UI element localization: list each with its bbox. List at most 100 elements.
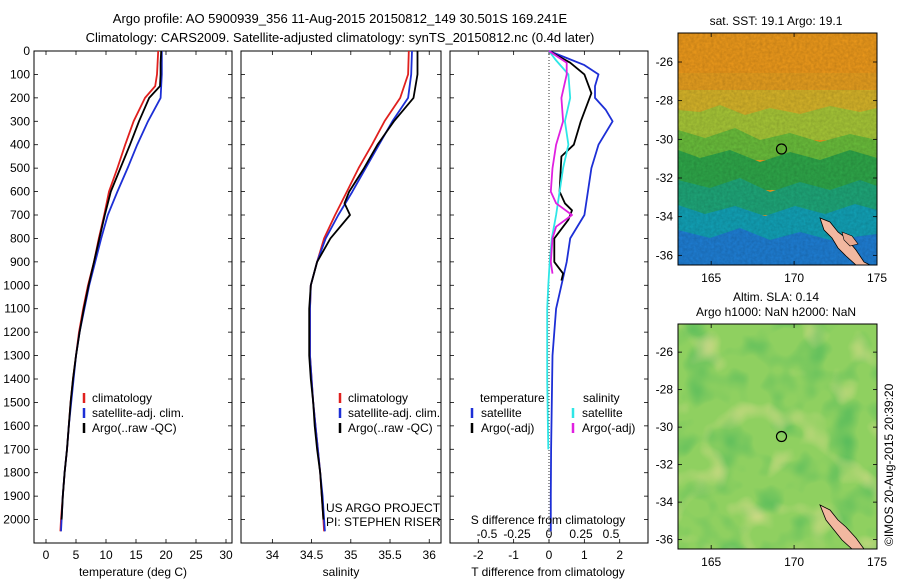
- x-tick-label: 30: [219, 548, 233, 562]
- depth-tick-label: 1200: [3, 325, 30, 339]
- difference-panel: -2 -1 0 1 2 -0.5 -0.25 0 0.25 0.5 S difference f…: [449, 50, 649, 579]
- difference-series: [546, 50, 614, 532]
- salinity-x-axis: 34 34.5 35 35.5 36: [266, 51, 437, 562]
- sst-heatmap: [678, 33, 877, 265]
- legend-label: satellite: [481, 406, 522, 420]
- s-difference-x-axis: -0.5 -0.25 0 0.25 0.5: [477, 527, 620, 541]
- depth-tick-label: 2000: [3, 513, 30, 527]
- legend-label: Argo(..raw -QC): [92, 421, 177, 435]
- x-tick-label: 5: [73, 548, 80, 562]
- sla-heatmap: [678, 324, 877, 549]
- argo-float-marker: [775, 143, 788, 155]
- depth-tick-label: 500: [10, 161, 30, 175]
- x-tick-label: 0: [546, 548, 553, 562]
- depth-axis: 0 100 200 300 400 500 600 700 800 900 1000 1100 1200…: [3, 44, 232, 527]
- legend-label: Argo(-adj): [582, 421, 635, 435]
- sst-map-title: sat. SST: 19.1 Argo: 19.1: [710, 14, 843, 28]
- temperature-axes-frame: [33, 50, 233, 544]
- salinity-axes-frame: [240, 50, 442, 544]
- s-tick-label: -0.5: [477, 527, 498, 541]
- temperature-series: [59, 50, 163, 532]
- lon-tick-label: 165: [701, 555, 721, 569]
- salinity-xlabel: salinity: [323, 565, 360, 579]
- sst-map-frame: [677, 32, 878, 266]
- x-tick-label: 35.5: [378, 548, 402, 562]
- lon-tick-label: 165: [701, 271, 721, 285]
- legend-label: satellite-adj. clim.: [348, 406, 440, 420]
- legend-label: Argo(..raw -QC): [348, 421, 433, 435]
- x-tick-label: 15: [129, 548, 143, 562]
- depth-tick-label: 300: [10, 114, 30, 128]
- lat-tick-label: -26: [656, 345, 674, 359]
- salinity-depth-ticks: [241, 50, 441, 520]
- x-tick-label: 20: [159, 548, 173, 562]
- difference-depth-ticks: [450, 50, 648, 520]
- sst-map-axes: 165 170 175 -26 -28 -30 -32 -34 -36: [656, 33, 887, 285]
- lon-tick-label: 175: [867, 271, 887, 285]
- x-tick-label: 2: [616, 548, 623, 562]
- argo-float-marker-sla: [775, 430, 788, 443]
- x-tick-label: -2: [473, 548, 484, 562]
- depth-tick-label: 1500: [3, 395, 30, 409]
- legend-group-temperature: temperature: [480, 391, 545, 405]
- lon-tick-label: 170: [784, 271, 804, 285]
- x-tick-label: 0: [43, 548, 50, 562]
- x-tick-label: 10: [99, 548, 113, 562]
- sla-map-axes: 165 170 175 -26 -28 -30 -32 -34 -36: [656, 324, 887, 569]
- depth-tick-label: 400: [10, 138, 30, 152]
- lat-tick-label: -30: [656, 132, 674, 146]
- lat-tick-label: -36: [656, 533, 674, 547]
- depth-tick-label: 100: [10, 67, 30, 81]
- t-difference-label: T difference from climatology: [471, 565, 625, 579]
- lat-tick-label: -32: [656, 171, 674, 185]
- salinity-series: [308, 50, 419, 532]
- x-tick-label: -1: [508, 548, 519, 562]
- lat-tick-label: -36: [656, 248, 674, 262]
- depth-tick-label: 800: [10, 231, 30, 245]
- series-argo-raw-qc: [308, 51, 419, 520]
- lat-tick-label: -30: [656, 420, 674, 434]
- lat-tick-label: -32: [656, 458, 674, 472]
- series-satellite: [548, 50, 614, 532]
- x-tick-label: 35: [344, 548, 358, 562]
- depth-tick-label: 900: [10, 255, 30, 269]
- depth-tick-label: 1400: [3, 372, 30, 386]
- s-difference-label: S difference from climatology: [471, 513, 626, 527]
- depth-tick-label: 1000: [3, 278, 30, 292]
- lat-tick-label: -34: [656, 210, 674, 224]
- sla-map-panel: Altim. SLA: 0.14 Argo h1000: NaN h2000: …: [656, 290, 888, 569]
- x-tick-label: 34.5: [300, 548, 324, 562]
- lat-tick-label: -28: [656, 383, 674, 397]
- s-tick-label: 0.5: [603, 527, 620, 541]
- lon-tick-label: 170: [784, 555, 804, 569]
- x-tick-label: 1: [581, 548, 588, 562]
- legend-label: Argo(-adj): [481, 421, 534, 435]
- legend-label: satellite: [582, 406, 623, 420]
- difference-legend: temperature salinitysatelliteArgo(-adj)sa…: [470, 391, 635, 435]
- x-tick-label: 36: [423, 548, 437, 562]
- pi-annotation: PI: STEPHEN RISER: [326, 515, 441, 529]
- depth-tick-label: 1800: [3, 466, 30, 480]
- legend-label: climatology: [348, 391, 408, 405]
- s-tick-label: 0.25: [569, 527, 593, 541]
- legend-group-salinity: salinity: [583, 391, 620, 405]
- depth-tick-label: 600: [10, 185, 30, 199]
- sla-map-frame: [677, 323, 878, 550]
- s-tick-label: -0.25: [503, 527, 531, 541]
- header-subtitle: Climatology: CARS2009. Satellite-adjuste…: [86, 30, 595, 45]
- series-argo-adj: [548, 50, 573, 274]
- t-difference-x-axis: -2 -1 0 1 2: [473, 51, 623, 562]
- depth-tick-label: 700: [10, 208, 30, 222]
- sla-map-subtitle: Argo h1000: NaN h2000: NaN: [696, 305, 856, 319]
- temperature-xlabel: temperature (deg C): [79, 565, 187, 579]
- imos-timestamp: ©IMOS 20-Aug-2015 20:39:20: [882, 383, 896, 546]
- sla-coastline: [819, 504, 865, 549]
- sla-map-title: Altim. SLA: 0.14: [733, 290, 819, 304]
- lat-tick-label: -28: [656, 94, 674, 108]
- temperature-x-axis: 0 5 10 15 20 25 30: [43, 51, 233, 562]
- depth-tick-label: 1300: [3, 349, 30, 363]
- lat-tick-label: -26: [656, 55, 674, 69]
